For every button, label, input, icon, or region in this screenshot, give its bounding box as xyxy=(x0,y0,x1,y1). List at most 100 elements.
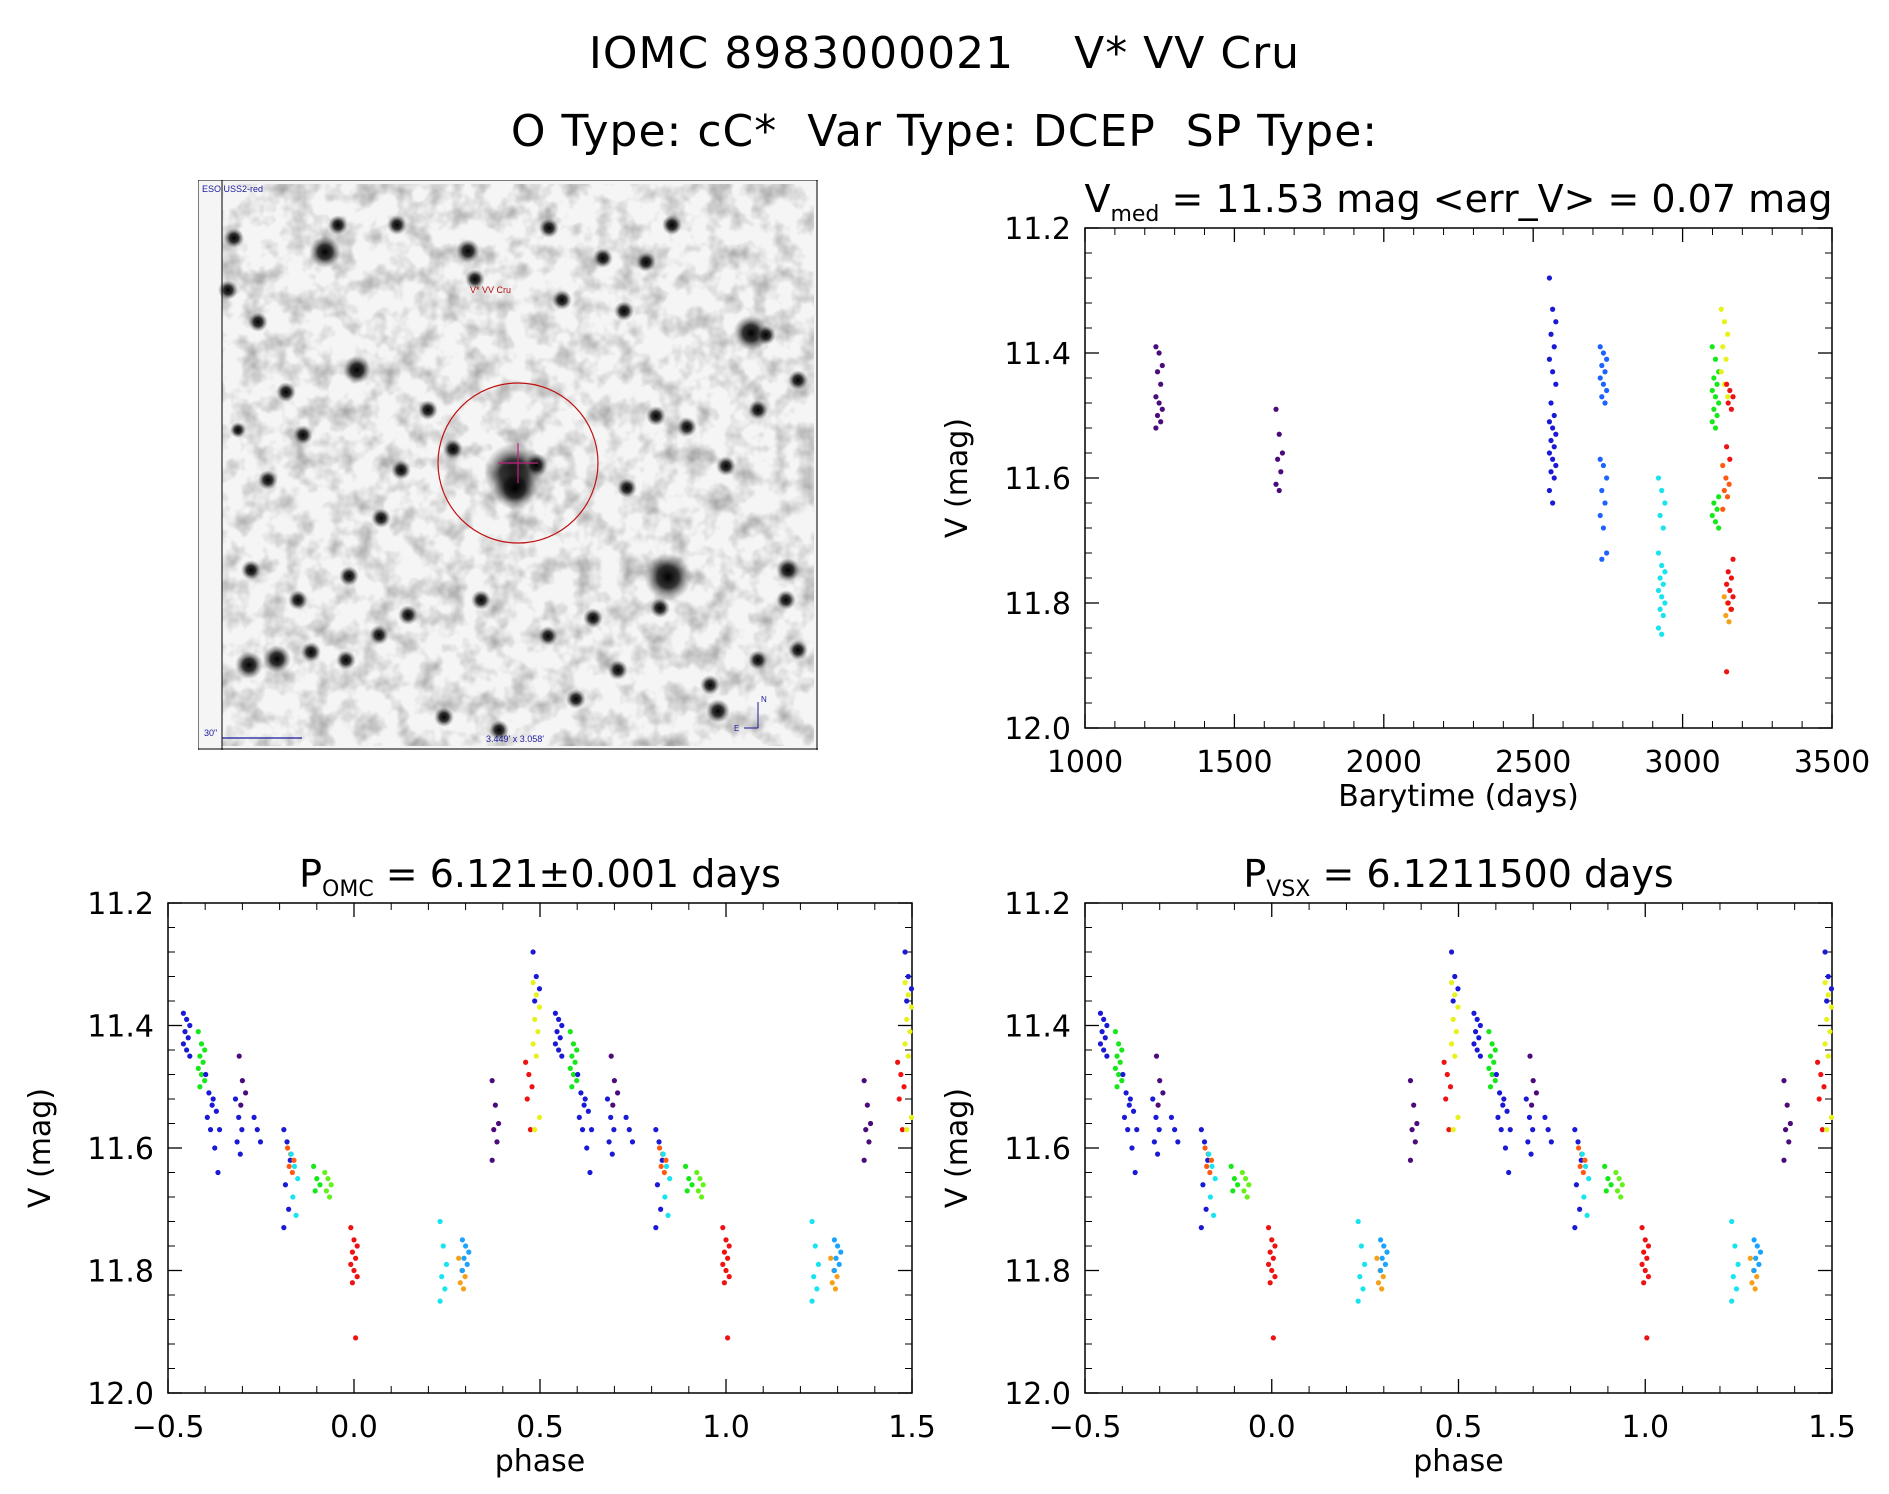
data-point xyxy=(457,1280,463,1286)
data-point xyxy=(1491,1059,1497,1065)
plot-frame xyxy=(1084,227,1833,729)
data-point xyxy=(1553,462,1559,469)
finder-star xyxy=(371,508,391,528)
data-point xyxy=(1604,387,1610,394)
data-point xyxy=(1642,1267,1648,1274)
data-point xyxy=(1486,1065,1492,1071)
x-tick-label: 1500 xyxy=(1196,745,1272,780)
data-point xyxy=(1175,1139,1181,1145)
data-point xyxy=(1662,600,1668,606)
data-point xyxy=(185,1035,191,1041)
data-point xyxy=(611,1127,617,1133)
data-point xyxy=(1381,1243,1387,1249)
data-point xyxy=(1600,350,1607,356)
data-point xyxy=(536,986,543,992)
data-point xyxy=(1269,1267,1275,1274)
data-point xyxy=(1752,1286,1758,1292)
chart-title-rest: = 11.53 mag <err_V> = 0.07 mag xyxy=(1159,177,1832,221)
data-point xyxy=(1378,1267,1384,1274)
data-point xyxy=(1828,986,1835,992)
data-point xyxy=(1660,612,1666,619)
data-point xyxy=(1602,369,1608,375)
data-point xyxy=(527,1127,534,1133)
data-point xyxy=(1156,1127,1162,1133)
data-point xyxy=(1455,986,1461,992)
data-point xyxy=(533,1053,539,1059)
data-point xyxy=(1276,431,1282,437)
chart-title-rest: = 6.121±0.001 days xyxy=(374,852,781,896)
data-point xyxy=(286,1206,292,1212)
data-point xyxy=(578,1090,584,1096)
data-point xyxy=(1577,1206,1583,1212)
data-point xyxy=(1599,556,1605,562)
finder-star xyxy=(328,215,348,235)
data-point xyxy=(556,1047,562,1053)
data-point xyxy=(1380,1274,1386,1280)
data-point xyxy=(1709,344,1715,350)
finder-star xyxy=(539,218,559,238)
data-point xyxy=(695,1188,701,1194)
data-point xyxy=(1278,469,1284,475)
data-point xyxy=(206,1090,212,1096)
data-point xyxy=(257,1139,264,1145)
data-point xyxy=(902,949,908,955)
data-point xyxy=(665,1212,671,1218)
data-point xyxy=(1604,550,1610,556)
data-point xyxy=(1724,494,1731,500)
data-point xyxy=(659,1157,665,1163)
data-point xyxy=(1577,1163,1583,1169)
finder-star xyxy=(646,406,666,426)
data-point xyxy=(1580,1169,1586,1176)
data-point xyxy=(1725,400,1731,406)
fov-label: 3.449' x 3.058' xyxy=(486,734,544,744)
x-tick-label: 2000 xyxy=(1346,745,1422,780)
data-point xyxy=(1655,550,1662,556)
data-point xyxy=(604,1096,611,1102)
data-point xyxy=(576,1114,582,1120)
data-point xyxy=(1546,450,1553,456)
data-point xyxy=(1721,319,1728,325)
data-point xyxy=(1714,506,1720,512)
data-point xyxy=(1412,1139,1418,1145)
data-point xyxy=(904,1127,910,1133)
x-tick-label: 1000 xyxy=(1047,745,1123,780)
data-point xyxy=(289,1169,295,1176)
data-point xyxy=(1814,1059,1821,1065)
data-point xyxy=(348,1225,354,1231)
data-point xyxy=(572,1059,578,1065)
y-tick-label: 11.8 xyxy=(87,1255,154,1290)
data-point xyxy=(831,1267,838,1274)
data-point xyxy=(1498,1127,1504,1133)
data-point xyxy=(1132,1169,1138,1176)
data-point xyxy=(237,1151,243,1157)
data-point xyxy=(1616,1176,1622,1182)
data-point xyxy=(1730,394,1736,400)
data-point xyxy=(295,1176,301,1182)
data-point xyxy=(1492,1078,1498,1084)
data-point xyxy=(1730,556,1736,562)
data-point xyxy=(1172,1127,1178,1133)
finder-star xyxy=(788,640,808,660)
data-point xyxy=(243,1090,249,1096)
data-point xyxy=(1548,400,1554,406)
data-point xyxy=(1709,419,1715,425)
data-point xyxy=(905,992,911,998)
data-point xyxy=(354,1274,360,1280)
data-point xyxy=(1275,456,1281,462)
data-point xyxy=(209,1102,215,1108)
finder-star xyxy=(398,605,418,625)
data-point xyxy=(1228,1163,1234,1169)
data-point xyxy=(1725,394,1731,400)
page-subtitle: O Type: cC* Var Type: DCEP SP Type: xyxy=(510,106,1379,157)
data-point xyxy=(1735,1261,1741,1267)
data-point xyxy=(197,1084,203,1090)
data-point xyxy=(1151,1139,1157,1145)
data-point xyxy=(326,1194,333,1200)
data-point xyxy=(726,1243,732,1249)
finder-star xyxy=(706,699,730,723)
data-point xyxy=(1120,1071,1126,1078)
data-point xyxy=(1747,1255,1753,1261)
x-tick-label: 2500 xyxy=(1495,745,1571,780)
data-point xyxy=(530,980,536,986)
data-point xyxy=(1487,1084,1494,1090)
